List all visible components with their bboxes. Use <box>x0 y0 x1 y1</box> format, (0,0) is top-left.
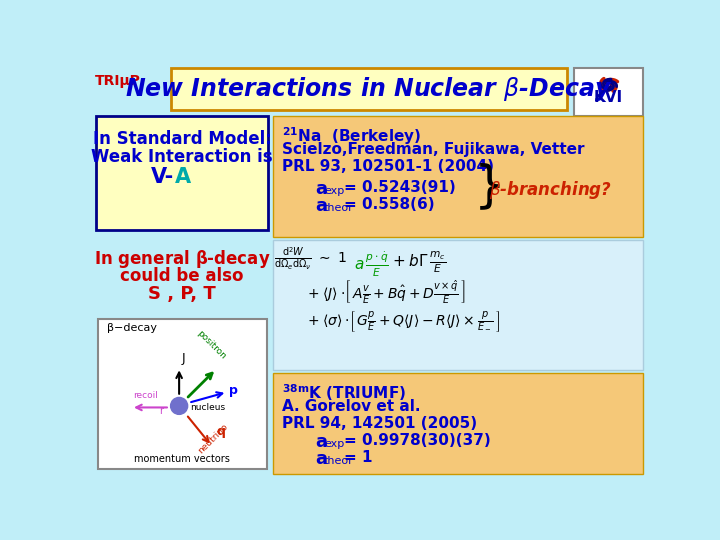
Text: S , P, T: S , P, T <box>148 285 216 303</box>
Text: r: r <box>159 406 163 416</box>
Text: β−decay: β−decay <box>107 323 157 333</box>
Text: $\frac{\mathrm{d}^2W}{\mathrm{d}\Omega_e\mathrm{d}\Omega_\nu}$ $\sim$ 1: $\frac{\mathrm{d}^2W}{\mathrm{d}\Omega_e… <box>274 246 348 273</box>
Text: = 0.5243(91): = 0.5243(91) <box>344 180 456 195</box>
Text: $\beta$-branching?: $\beta$-branching? <box>489 179 612 201</box>
Text: $\mathbf{^{21}}$Na  (Berkeley): $\mathbf{^{21}}$Na (Berkeley) <box>282 125 421 146</box>
Text: could be also: could be also <box>120 267 244 285</box>
Text: a: a <box>315 197 327 215</box>
Text: PRL 93, 102501-1 (2004): PRL 93, 102501-1 (2004) <box>282 159 494 174</box>
Text: theor: theor <box>324 204 354 213</box>
Text: Scielzo,Freedman, Fujikawa, Vetter: Scielzo,Freedman, Fujikawa, Vetter <box>282 142 585 157</box>
Text: A. Gorelov et al.: A. Gorelov et al. <box>282 399 420 414</box>
Text: positron: positron <box>194 329 227 361</box>
Text: = 1: = 1 <box>344 450 373 465</box>
Text: J: J <box>181 352 185 365</box>
Text: $+\;\langle J\rangle\cdot\!\left[\,A\frac{v}{E}+B\hat{q}+D\frac{v\times\hat{q}}{: $+\;\langle J\rangle\cdot\!\left[\,A\fra… <box>307 278 467 306</box>
Text: = 0.9978(30)(37): = 0.9978(30)(37) <box>344 433 491 448</box>
Bar <box>171 68 567 110</box>
Bar <box>273 116 644 237</box>
Text: neutrino: neutrino <box>196 422 230 456</box>
Text: momentum vectors: momentum vectors <box>135 454 230 464</box>
Text: Weak Interaction is: Weak Interaction is <box>91 148 273 166</box>
Text: $+\;b\Gamma\,\frac{m_c}{E}$: $+\;b\Gamma\,\frac{m_c}{E}$ <box>392 249 446 275</box>
Text: $\mathbf{^{38m}}$K (TRIUMF): $\mathbf{^{38m}}$K (TRIUMF) <box>282 382 406 403</box>
Bar <box>273 240 644 370</box>
Bar <box>96 116 269 230</box>
Text: $a\,\frac{p\cdot\dot{q}}{E}$: $a\,\frac{p\cdot\dot{q}}{E}$ <box>354 249 388 279</box>
Text: }: } <box>474 163 505 211</box>
Text: q: q <box>216 426 225 438</box>
Text: a: a <box>315 180 327 198</box>
Text: = 0.558(6): = 0.558(6) <box>344 197 435 212</box>
Bar <box>574 68 644 116</box>
Text: KVI: KVI <box>594 90 623 105</box>
Text: p: p <box>230 384 238 397</box>
Text: PRL 94, 142501 (2005): PRL 94, 142501 (2005) <box>282 416 477 431</box>
Text: In Standard Model:: In Standard Model: <box>93 130 271 148</box>
Circle shape <box>171 397 188 414</box>
Text: V-: V- <box>150 167 174 187</box>
Text: exp: exp <box>324 186 344 197</box>
Bar <box>273 373 644 475</box>
Text: nucleus: nucleus <box>190 403 225 412</box>
Text: recoil: recoil <box>132 391 158 400</box>
Text: exp: exp <box>324 439 344 449</box>
Text: theor: theor <box>324 456 354 466</box>
Text: a: a <box>315 450 327 468</box>
Text: $+\;\langle\sigma\rangle\cdot\!\left[\,G\frac{p}{E}+Q\langle J\rangle - R\langle: $+\;\langle\sigma\rangle\cdot\!\left[\,G… <box>307 309 501 334</box>
Text: a: a <box>315 433 327 451</box>
Text: In general $\bf{\beta}$-decay: In general $\bf{\beta}$-decay <box>94 248 271 270</box>
Text: A: A <box>175 167 192 187</box>
Bar <box>98 319 266 469</box>
Text: New Interactions in Nuclear $\beta$-Decay: New Interactions in Nuclear $\beta$-Deca… <box>125 76 613 104</box>
Text: TRIμP: TRIμP <box>94 74 140 88</box>
